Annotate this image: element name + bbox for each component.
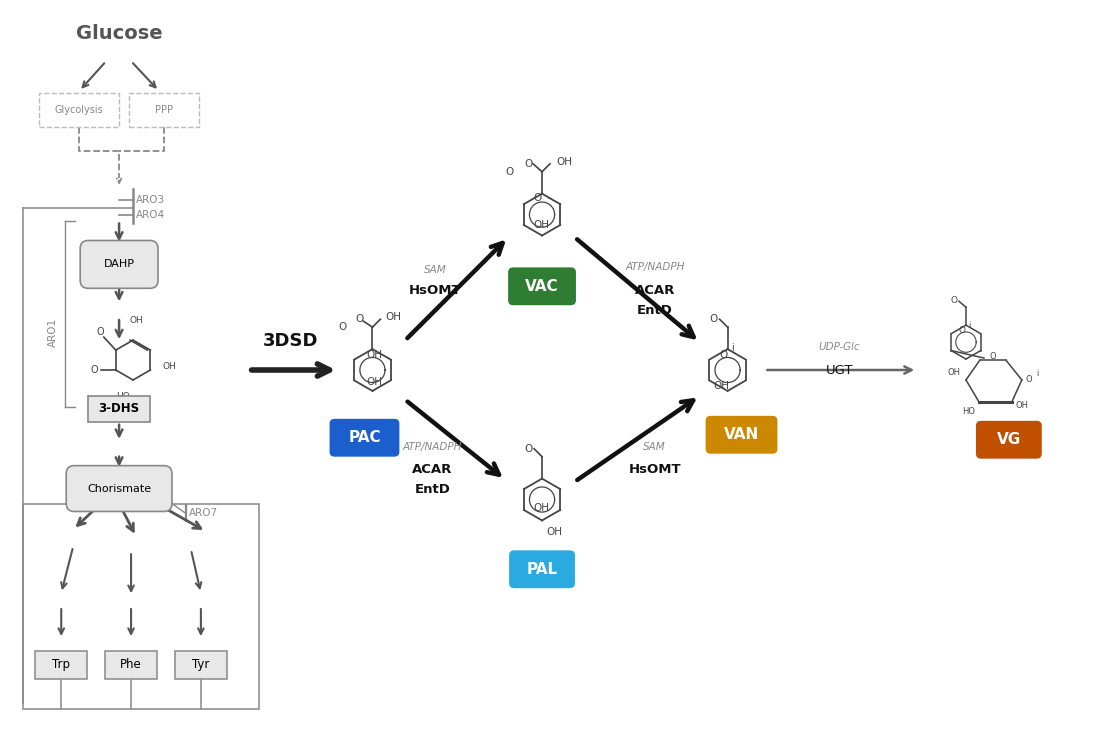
Text: O: O	[90, 365, 98, 375]
Text: i: i	[731, 343, 734, 352]
Text: VAN: VAN	[724, 427, 760, 442]
Text: OH: OH	[546, 528, 562, 537]
Text: EntD: EntD	[637, 303, 673, 317]
FancyBboxPatch shape	[509, 551, 574, 588]
Text: O: O	[523, 444, 532, 453]
Text: Tyr: Tyr	[192, 658, 210, 672]
Text: HsOMT: HsOMT	[409, 283, 461, 297]
Text: PPP: PPP	[155, 105, 173, 115]
Bar	[175, 651, 227, 679]
FancyBboxPatch shape	[976, 421, 1041, 459]
Text: ACAR: ACAR	[413, 463, 452, 476]
FancyBboxPatch shape	[705, 416, 777, 453]
Bar	[35, 651, 88, 679]
Bar	[23, 504, 258, 709]
Text: PAL: PAL	[527, 562, 558, 577]
Text: Glycolysis: Glycolysis	[54, 105, 103, 115]
Text: SAM: SAM	[424, 266, 447, 275]
Text: O: O	[506, 167, 515, 177]
Text: OH: OH	[386, 312, 401, 322]
Text: O: O	[710, 314, 718, 324]
FancyBboxPatch shape	[80, 240, 157, 289]
Text: Phe: Phe	[120, 658, 142, 672]
Text: O: O	[1026, 375, 1032, 384]
Text: VG: VG	[997, 433, 1021, 447]
Text: Chorismate: Chorismate	[87, 484, 151, 493]
Text: ARO7: ARO7	[189, 508, 218, 519]
Text: O: O	[950, 296, 957, 305]
Text: SAM: SAM	[643, 441, 667, 452]
Text: O: O	[338, 322, 346, 332]
Text: OH: OH	[556, 157, 572, 167]
Text: HO: HO	[116, 392, 130, 401]
Text: O: O	[96, 327, 103, 337]
Text: O: O	[958, 326, 965, 335]
Text: DAHP: DAHP	[103, 260, 134, 269]
Text: HO: HO	[962, 407, 975, 416]
Text: OH: OH	[533, 503, 550, 513]
Bar	[39, 93, 119, 127]
Text: ATP/NADPH: ATP/NADPH	[403, 441, 462, 452]
Text: OH: OH	[366, 378, 383, 387]
Text: ACAR: ACAR	[634, 283, 675, 297]
FancyBboxPatch shape	[508, 267, 576, 305]
Text: HsOMT: HsOMT	[629, 463, 681, 476]
Text: O: O	[355, 314, 364, 324]
Text: VAC: VAC	[526, 279, 559, 294]
Bar	[129, 93, 199, 127]
Text: O: O	[533, 193, 542, 203]
Text: 3-DHS: 3-DHS	[99, 402, 140, 416]
Text: i: i	[1036, 370, 1038, 378]
Text: UGT: UGT	[825, 364, 853, 376]
Text: OH: OH	[948, 369, 962, 378]
Bar	[105, 651, 157, 679]
Text: O: O	[523, 159, 532, 168]
Text: Glucose: Glucose	[75, 24, 162, 43]
FancyBboxPatch shape	[329, 418, 399, 456]
Text: ARO4: ARO4	[136, 209, 165, 220]
Text: i: i	[968, 321, 970, 330]
Text: PAC: PAC	[348, 430, 380, 445]
FancyBboxPatch shape	[67, 466, 172, 511]
Text: O: O	[720, 349, 728, 360]
Text: EntD: EntD	[415, 483, 450, 496]
Text: -: -	[548, 191, 552, 205]
Text: OH: OH	[366, 349, 383, 360]
Text: OH: OH	[129, 316, 143, 325]
Text: 3DSD: 3DSD	[263, 332, 318, 350]
Text: OH: OH	[533, 220, 550, 230]
Text: OH: OH	[1016, 401, 1029, 410]
Text: Trp: Trp	[52, 658, 70, 672]
Text: O: O	[989, 352, 996, 361]
Text: ARO3: ARO3	[136, 194, 165, 205]
Text: UDP-Glc: UDP-Glc	[818, 342, 861, 352]
Text: ARO1: ARO1	[49, 318, 59, 347]
Text: ATP/NADPH: ATP/NADPH	[625, 263, 684, 272]
Text: OH: OH	[162, 361, 176, 370]
Text: OH: OH	[713, 381, 730, 392]
Bar	[89, 396, 150, 421]
